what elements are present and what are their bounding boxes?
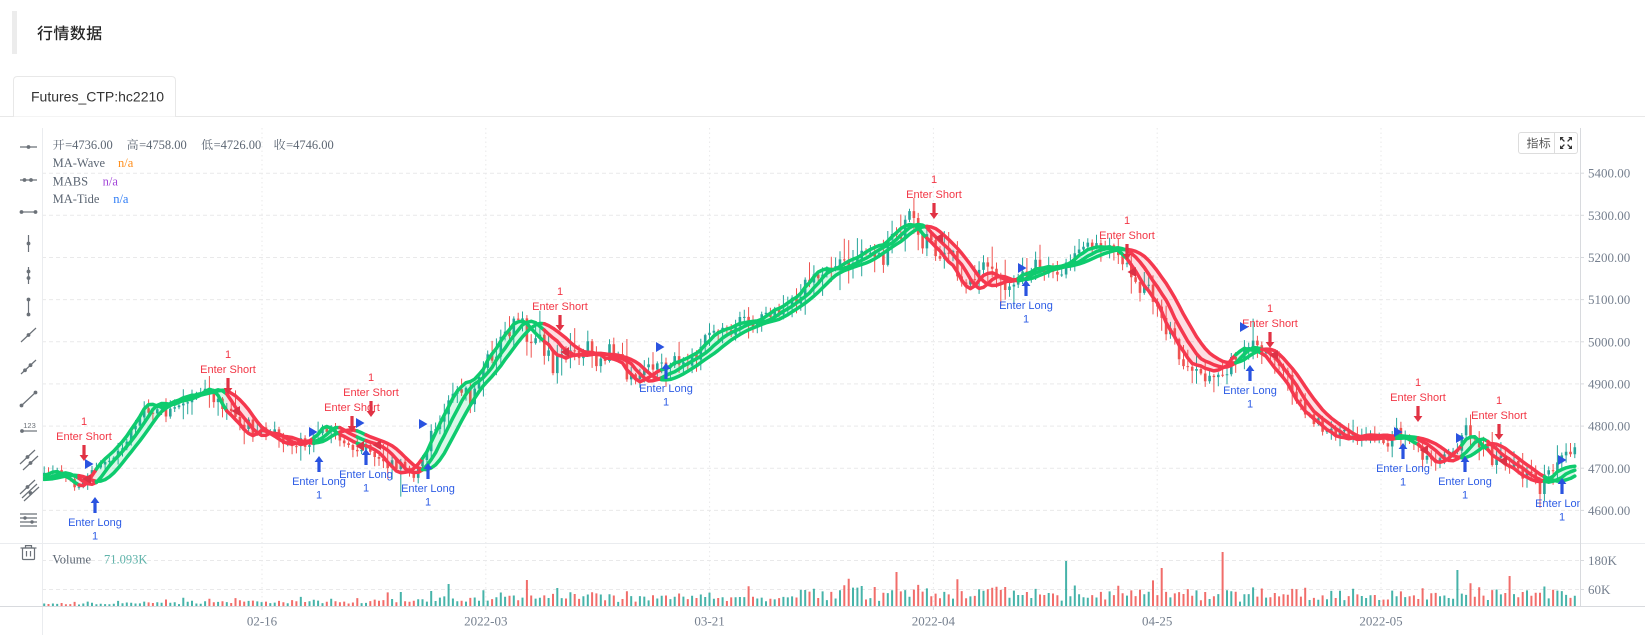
svg-text:4900.00: 4900.00 — [1588, 376, 1630, 391]
svg-text:Enter Short: Enter Short — [532, 301, 588, 313]
svg-text:1: 1 — [931, 174, 937, 186]
svg-text:MABS: MABS — [53, 175, 88, 189]
svg-text:Volume: Volume — [52, 553, 91, 567]
svg-text:1: 1 — [316, 490, 322, 502]
svg-text:1: 1 — [557, 286, 563, 298]
svg-text:Enter Long: Enter Long — [999, 300, 1053, 312]
svg-text:=4726.00: =4726.00 — [214, 138, 262, 152]
svg-text:MA-Tide: MA-Tide — [53, 192, 100, 206]
svg-text:Enter Short: Enter Short — [1099, 230, 1155, 242]
svg-text:1: 1 — [1023, 314, 1029, 326]
svg-text:n/a: n/a — [118, 156, 134, 170]
svg-text:1: 1 — [1559, 512, 1565, 524]
svg-text:Enter Short: Enter Short — [343, 387, 399, 399]
svg-text:Enter Short: Enter Short — [1390, 392, 1446, 404]
svg-text:Enter Long: Enter Long — [1438, 476, 1492, 488]
svg-text:2022-03: 2022-03 — [464, 614, 507, 629]
svg-text:5000.00: 5000.00 — [1588, 334, 1630, 349]
svg-text:1: 1 — [1415, 377, 1421, 389]
svg-text:1: 1 — [1462, 490, 1468, 502]
svg-text:MA-Wave: MA-Wave — [53, 156, 106, 170]
svg-text:Enter Long: Enter Long — [401, 483, 455, 495]
svg-text:02-16: 02-16 — [247, 614, 278, 629]
svg-text:Futures_CTP:hc2210: Futures_CTP:hc2210 — [31, 89, 164, 105]
svg-text:2022-04: 2022-04 — [912, 614, 956, 629]
svg-text:Enter Short: Enter Short — [1471, 410, 1527, 422]
svg-text:5200.00: 5200.00 — [1588, 250, 1630, 265]
svg-text:03-21: 03-21 — [694, 614, 724, 629]
svg-text:1: 1 — [1400, 477, 1406, 489]
svg-text:Enter Short: Enter Short — [1242, 318, 1298, 330]
svg-text:1: 1 — [1247, 399, 1253, 411]
svg-text:Enter Long: Enter Long — [1223, 385, 1277, 397]
svg-text:04-25: 04-25 — [1142, 614, 1172, 629]
svg-text:1: 1 — [92, 531, 98, 543]
svg-text:Enter Short: Enter Short — [56, 431, 112, 443]
svg-text:1: 1 — [1124, 215, 1130, 227]
svg-text:Enter Long: Enter Long — [68, 517, 122, 529]
svg-text:Enter Long: Enter Long — [292, 476, 346, 488]
svg-text:5100.00: 5100.00 — [1588, 292, 1630, 307]
svg-text:n/a: n/a — [113, 192, 129, 206]
svg-text:4700.00: 4700.00 — [1588, 461, 1630, 476]
svg-text:=4758.00: =4758.00 — [139, 138, 187, 152]
svg-text:4600.00: 4600.00 — [1588, 503, 1630, 518]
svg-text:Enter Long: Enter Long — [1376, 463, 1430, 475]
svg-text:Enter Long: Enter Long — [339, 469, 393, 481]
svg-text:5300.00: 5300.00 — [1588, 208, 1630, 223]
svg-text:Enter Short: Enter Short — [200, 364, 256, 376]
svg-text:n/a: n/a — [103, 175, 119, 189]
svg-text:60K: 60K — [1588, 582, 1611, 597]
svg-text:180K: 180K — [1588, 553, 1618, 568]
svg-text:=4736.00: =4736.00 — [65, 138, 113, 152]
svg-text:1: 1 — [425, 497, 431, 509]
svg-text:1: 1 — [225, 349, 231, 361]
svg-text:2022-05: 2022-05 — [1359, 614, 1402, 629]
svg-text:Enter Short: Enter Short — [324, 402, 380, 414]
svg-text:Enter Long: Enter Long — [639, 383, 693, 395]
svg-text:1: 1 — [1496, 395, 1502, 407]
svg-text:Enter Long: Enter Long — [1535, 498, 1589, 510]
svg-text:123: 123 — [23, 421, 36, 430]
svg-text:=4746.00: =4746.00 — [286, 138, 334, 152]
svg-text:Enter Short: Enter Short — [906, 189, 962, 201]
svg-text:1: 1 — [363, 483, 369, 495]
svg-text:1: 1 — [368, 372, 374, 384]
svg-text:1: 1 — [663, 397, 669, 409]
svg-text:4800.00: 4800.00 — [1588, 419, 1630, 434]
svg-text:5400.00: 5400.00 — [1588, 166, 1630, 181]
svg-text:1: 1 — [1267, 303, 1273, 315]
svg-text:71.093K: 71.093K — [104, 553, 147, 567]
svg-text:1: 1 — [81, 416, 87, 428]
